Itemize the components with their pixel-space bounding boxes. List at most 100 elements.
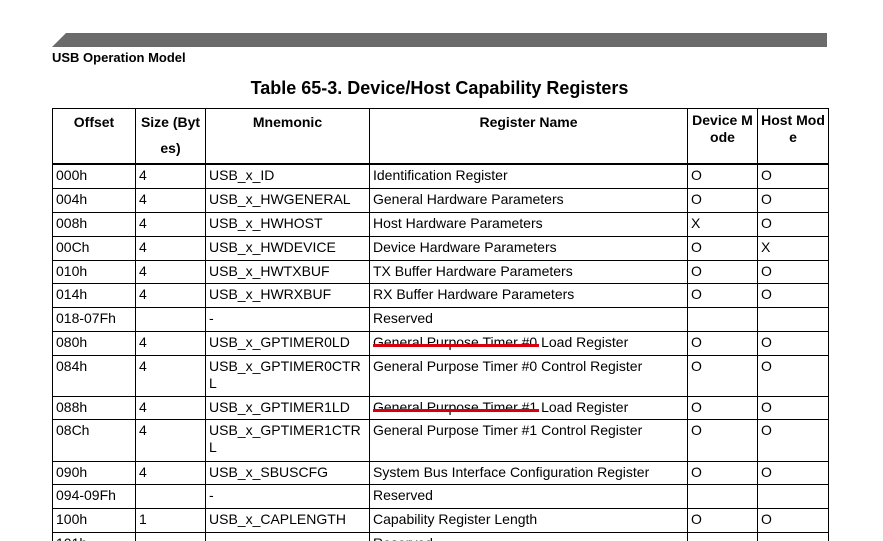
header-row: Offset Size (Bytes) Mnemonic Register Name D… xyxy=(52,108,829,165)
table-cell: O xyxy=(757,330,829,356)
table-cell: 1 xyxy=(135,507,206,533)
table-cell: O xyxy=(687,235,758,261)
table-cell: 08Ch xyxy=(52,418,136,462)
table-cell: USB_x_GPTIMER0CTRL xyxy=(205,354,370,397)
red-underline xyxy=(373,344,539,347)
table-cell: 4 xyxy=(135,187,206,213)
table-cell: O xyxy=(687,163,758,189)
table-cell: 00Ch xyxy=(52,235,136,261)
table-cell: O xyxy=(757,211,829,237)
table-row: 000h 4 USB_x_ID Identification Register O O xyxy=(52,163,829,189)
table-cell: 000h xyxy=(52,163,136,189)
table-cell: O xyxy=(757,460,829,485)
table-body: 000h 4 USB_x_ID Identification Register O O 00… xyxy=(52,163,829,541)
table-cell: RX Buffer Hardware Parameters xyxy=(369,282,688,308)
table-row: 004h 4 USB_x_HWGENERAL General Hardware Par… xyxy=(52,187,829,213)
table-cell: O xyxy=(757,187,829,213)
table-cell: 4 xyxy=(135,235,206,261)
table-cell xyxy=(687,483,758,509)
column-header: Size (Bytes) xyxy=(135,108,206,165)
table-row: 010h 4 USB_x_HWTXBUF TX Buffer Hardware Par… xyxy=(52,259,829,284)
table-row: 008h 4 USB_x_HWHOST Host Hardware Parameter… xyxy=(52,211,829,237)
table-cell: O xyxy=(757,395,829,420)
table-cell: USB_x_GPTIMER1LD xyxy=(205,395,370,420)
table-cell xyxy=(757,483,829,509)
table-row: 018-07Fh - Reserved xyxy=(52,306,829,332)
table-cell: USB_x_HWTXBUF xyxy=(205,259,370,284)
table-cell: O xyxy=(757,354,829,397)
table-cell: 088h xyxy=(52,395,136,420)
table-cell: 4 xyxy=(135,282,206,308)
table-cell: O xyxy=(757,163,829,189)
table-cell: 4 xyxy=(135,395,206,420)
table-cell: General Purpose Timer #0 Load Register xyxy=(369,330,688,356)
table-cell xyxy=(135,483,206,509)
table-cell: USB_x_GPTIMER0LD xyxy=(205,330,370,356)
column-header: Host Mode xyxy=(757,108,829,165)
table-cell: 080h xyxy=(52,330,136,356)
table-cell: Reserved xyxy=(369,531,688,541)
red-underline xyxy=(373,409,539,412)
table-cell xyxy=(687,306,758,332)
table-cell: 008h xyxy=(52,211,136,237)
table-cell: General Purpose Timer #0 Control Registe… xyxy=(369,354,688,397)
table-cell: O xyxy=(687,418,758,462)
table-cell: 084h xyxy=(52,354,136,397)
register-table: Offset Size (Bytes) Mnemonic Register Name D… xyxy=(52,108,829,541)
table-cell: Reserved xyxy=(369,306,688,332)
table-cell xyxy=(757,306,829,332)
table-cell: O xyxy=(757,507,829,533)
table-cell: 014h xyxy=(52,282,136,308)
table-cell: O xyxy=(687,187,758,213)
table-cell: USB_x_ID xyxy=(205,163,370,189)
table-cell: O xyxy=(687,395,758,420)
table-cell: - xyxy=(205,306,370,332)
table-cell: TX Buffer Hardware Parameters xyxy=(369,259,688,284)
table-cell: USB_x_GPTIMER1CTRL xyxy=(205,418,370,462)
column-header: Mnemonic xyxy=(205,108,370,165)
table-cell: 4 xyxy=(135,330,206,356)
column-header: Device Mode xyxy=(687,108,758,165)
table-cell: System Bus Interface Configuration Regis… xyxy=(369,460,688,485)
table-cell: Device Hardware Parameters xyxy=(369,235,688,261)
table-title: Table 65-3. Device/Host Capability Regis… xyxy=(250,78,629,98)
table-cell: O xyxy=(687,354,758,397)
table-row: 00Ch 4 USB_x_HWDEVICE Device Hardware Param… xyxy=(52,235,829,261)
table-cell: O xyxy=(757,418,829,462)
table-cell: USB_x_CAPLENGTH xyxy=(205,507,370,533)
table-cell: O xyxy=(757,282,829,308)
table-cell: 4 xyxy=(135,163,206,189)
table-cell: 100h xyxy=(52,507,136,533)
table-cell: General Purpose Timer #1 Load Register xyxy=(369,395,688,420)
table-cell: 101h xyxy=(52,531,136,541)
table-cell: O xyxy=(687,259,758,284)
table-cell: O xyxy=(687,282,758,308)
table-row: 100h 1 USB_x_CAPLENGTH Capability Register … xyxy=(52,507,829,533)
table-cell: General Purpose Timer #1 Control Registe… xyxy=(369,418,688,462)
table-cell: USB_x_HWHOST xyxy=(205,211,370,237)
table-cell: X xyxy=(687,211,758,237)
table-cell xyxy=(135,306,206,332)
table-row: 090h 4 USB_x_SBUSCFG System Bus Interface C… xyxy=(52,460,829,485)
table-cell: Host Hardware Parameters xyxy=(369,211,688,237)
table-cell: 094-09Fh xyxy=(52,483,136,509)
table-row: 101h -Reserved xyxy=(52,531,829,541)
table-cell: O xyxy=(687,460,758,485)
table-cell: O xyxy=(757,259,829,284)
table-cell: 010h xyxy=(52,259,136,284)
table-row: 088h 4 USB_x_GPTIMER1LD General Purpose Tim… xyxy=(52,395,829,420)
table-cell: 4 xyxy=(135,460,206,485)
section-title: USB Operation Model xyxy=(52,50,186,65)
table-row: 080h 4 USB_x_GPTIMER0LD General Purpose Tim… xyxy=(52,330,829,356)
table-cell: 4 xyxy=(135,211,206,237)
table-cell: Identification Register xyxy=(369,163,688,189)
table-cell: 4 xyxy=(135,354,206,397)
table-cell: - xyxy=(205,483,370,509)
table-cell: 4 xyxy=(135,418,206,462)
table-cell: O xyxy=(687,330,758,356)
table-cell: Reserved xyxy=(369,483,688,509)
table-cell: 004h xyxy=(52,187,136,213)
table-cell: X xyxy=(757,235,829,261)
table-cell xyxy=(687,531,758,541)
